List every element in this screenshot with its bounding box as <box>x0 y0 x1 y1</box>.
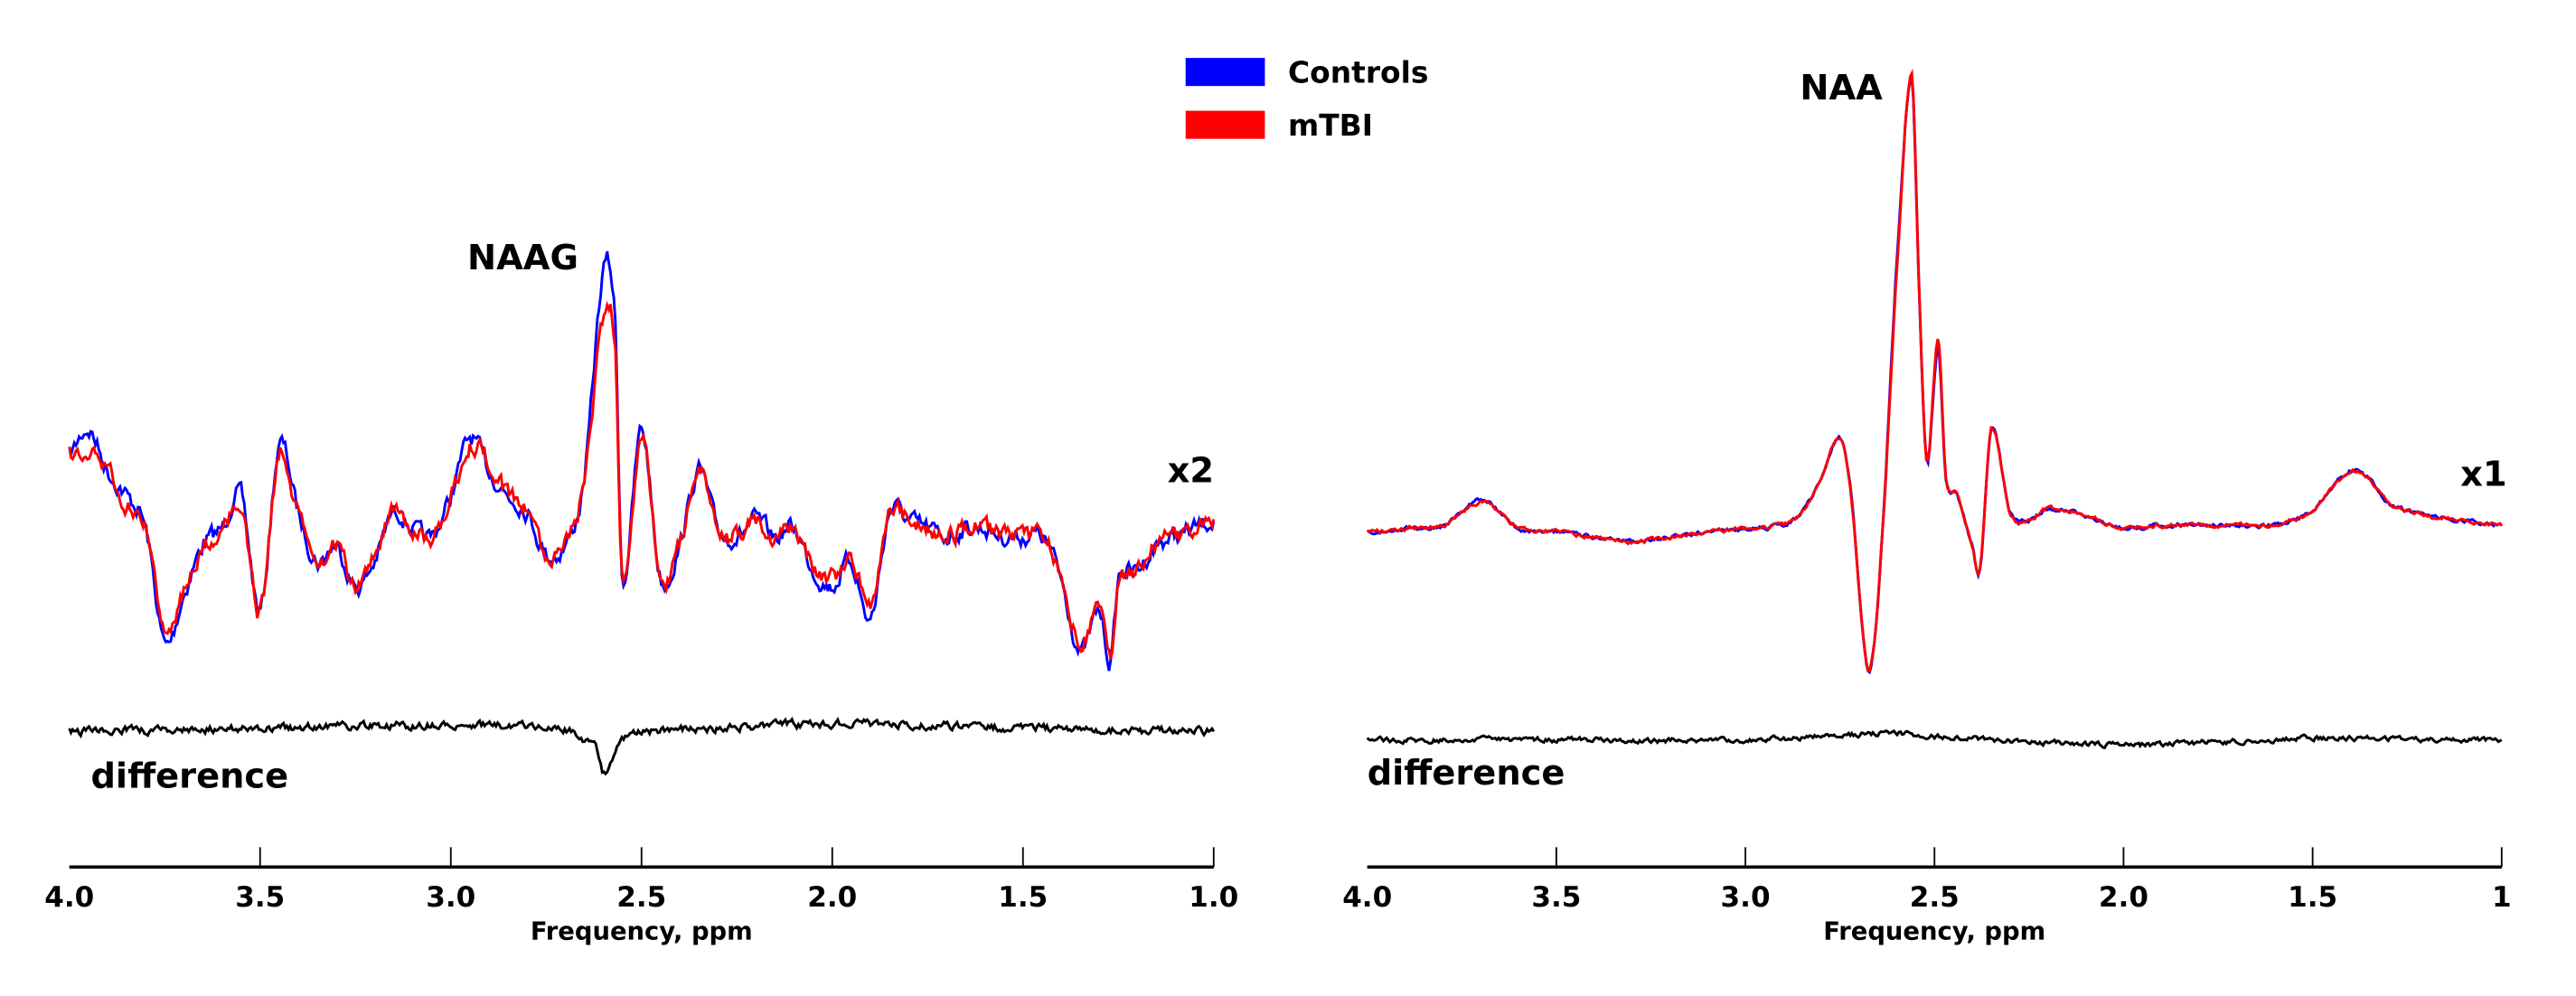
x-tick-label: 2.0 <box>807 881 857 914</box>
spectrum-line-mtbi <box>68 300 1216 660</box>
difference-line <box>1366 728 2503 750</box>
x-tick-label: 3.0 <box>426 881 475 914</box>
left-panel-naag: 4.0 3.5 3.0 2.5 2.0 1.5 1.0 Frequency, ppm <box>44 250 1238 946</box>
x-tick-label: 3.0 <box>1721 881 1771 914</box>
right-panel-naa: 4.0 3.5 3.0 2.5 2.0 1.5 1 Frequency, ppm <box>1342 68 2512 946</box>
naag-peak-label: NAAG <box>467 238 578 278</box>
x-tick-label: 2.0 <box>2099 881 2148 914</box>
right-difference-label: difference <box>1368 753 1565 794</box>
x-axis-title: Frequency, ppm <box>531 918 753 946</box>
legend-label-controls: Controls <box>1288 55 1428 90</box>
x-tick-label: 4.0 <box>1342 881 1392 914</box>
x-tick-label: 2.5 <box>1910 881 1960 914</box>
left-difference-label: difference <box>90 756 288 797</box>
legend-swatch-controls <box>1185 58 1265 87</box>
x-tick-label: 3.5 <box>235 881 285 914</box>
x-tick-label: 3.5 <box>1531 881 1581 914</box>
x-tick-label: 1.5 <box>2288 881 2337 914</box>
x-axis-title: Frequency, ppm <box>1823 918 2045 946</box>
x-tick-label: 1.0 <box>1189 881 1238 914</box>
legend-label-mtbi: mTBI <box>1288 108 1373 143</box>
x-tick-label: 2.5 <box>616 881 666 914</box>
left-scale-label: x2 <box>1168 451 1214 492</box>
x-tick-label: 1.5 <box>998 881 1048 914</box>
x-tick-label: 1 <box>2492 881 2512 914</box>
difference-line <box>68 716 1216 776</box>
x-tick-label: 4.0 <box>44 881 94 914</box>
legend: Controls mTBI <box>1185 55 1428 143</box>
naa-peak-label: NAA <box>1800 68 1883 108</box>
legend-swatch-mtbi <box>1185 110 1265 139</box>
spectrum-line-mtbi <box>1366 68 2503 672</box>
spectrum-line-controls <box>68 250 1216 672</box>
right-scale-label: x1 <box>2460 454 2506 494</box>
